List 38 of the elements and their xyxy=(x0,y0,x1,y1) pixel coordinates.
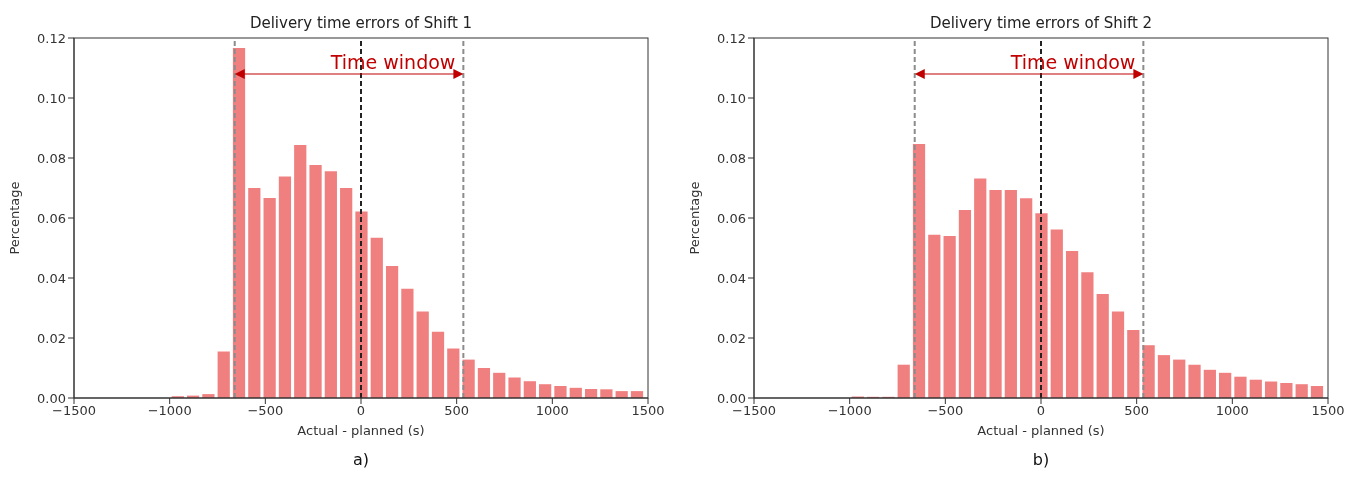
x-tick-label: 0 xyxy=(356,403,366,419)
y-tick-label: 0.00 xyxy=(717,390,746,406)
y-tick-label: 0.06 xyxy=(717,210,746,226)
x-tick-label: −500 xyxy=(247,403,284,419)
y-tick-label: 0.12 xyxy=(37,30,66,46)
x-tick-label: 1500 xyxy=(631,403,665,419)
x-tick-label: 1500 xyxy=(1311,403,1345,419)
x-tick-label: 500 xyxy=(444,403,470,419)
y-tick-label: 0.04 xyxy=(37,270,66,286)
x-tick-label: −1000 xyxy=(147,403,192,419)
x-tick-label: −1500 xyxy=(732,403,776,419)
x-axis-title: Actual - planned (s) xyxy=(297,423,425,438)
chart-title: Delivery time errors of Shift 2 xyxy=(928,14,1154,32)
x-tick-label: 500 xyxy=(1124,403,1150,419)
chart-title: Delivery time errors of Shift 1 xyxy=(248,14,474,32)
y-tick-label: 0.04 xyxy=(717,270,746,286)
x-tick-label: −1000 xyxy=(827,403,872,419)
x-tick-label: −500 xyxy=(927,403,964,419)
y-axis-title: Percentage xyxy=(686,181,702,255)
y-tick-label: 0.10 xyxy=(37,90,66,106)
y-tick-label: 0.12 xyxy=(717,30,746,46)
x-tick-label: 0 xyxy=(1036,403,1046,419)
y-tick-label: 0.02 xyxy=(717,330,746,346)
text: a) xyxy=(351,450,370,469)
y-tick-label: 0.08 xyxy=(37,150,66,166)
y-tick-label: 0.10 xyxy=(717,90,746,106)
x-axis-title: Actual - planned (s) xyxy=(977,423,1105,438)
y-tick-label: 0.00 xyxy=(37,390,66,406)
x-tick-label: 1000 xyxy=(1215,403,1249,419)
y-tick-label: 0.02 xyxy=(37,330,66,346)
y-axis-title: Percentage xyxy=(6,181,22,255)
y-tick-label: 0.06 xyxy=(37,210,66,226)
annotation: Time window xyxy=(1009,51,1136,73)
x-tick-label: 1000 xyxy=(535,403,569,419)
annotation: Time window xyxy=(329,51,456,73)
y-tick-label: 0.08 xyxy=(717,150,746,166)
text: b) xyxy=(1031,450,1051,469)
x-tick-label: −1500 xyxy=(52,403,96,419)
